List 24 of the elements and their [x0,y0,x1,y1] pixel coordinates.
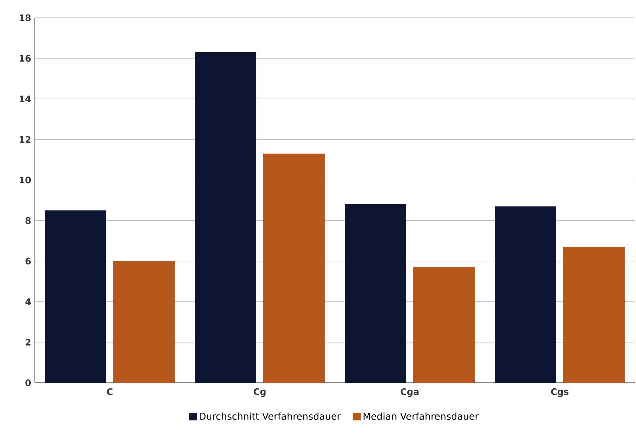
legend-label: Median Verfahrensdauer [364,412,479,420]
bar [345,204,407,383]
y-tick-label: 8 [26,217,31,224]
y-tick-label: 6 [26,258,32,265]
x-tick-label: Cga [400,388,419,398]
x-tick-label: Cgs [551,388,569,398]
y-tick-label: 10 [20,176,32,184]
bar [414,267,476,383]
y-tick-label: 0 [26,380,32,386]
bar [264,154,325,383]
bar [564,247,626,383]
y-tick-label: 12 [20,136,31,143]
bar [45,210,106,383]
y-tick-label: 16 [20,55,32,62]
bar [495,206,557,383]
y-tick-label: 18 [20,14,31,22]
x-tick-label: Cg [254,388,266,398]
y-tick-label: 4 [26,298,32,306]
legend-label: Durchschnitt Verfahrensdauer [200,412,341,420]
bar [195,52,256,383]
y-tick-label: 14 [20,96,32,102]
y-tick-label: 2 [26,339,31,346]
x-tick-label: C [107,388,113,396]
bar [114,261,175,383]
